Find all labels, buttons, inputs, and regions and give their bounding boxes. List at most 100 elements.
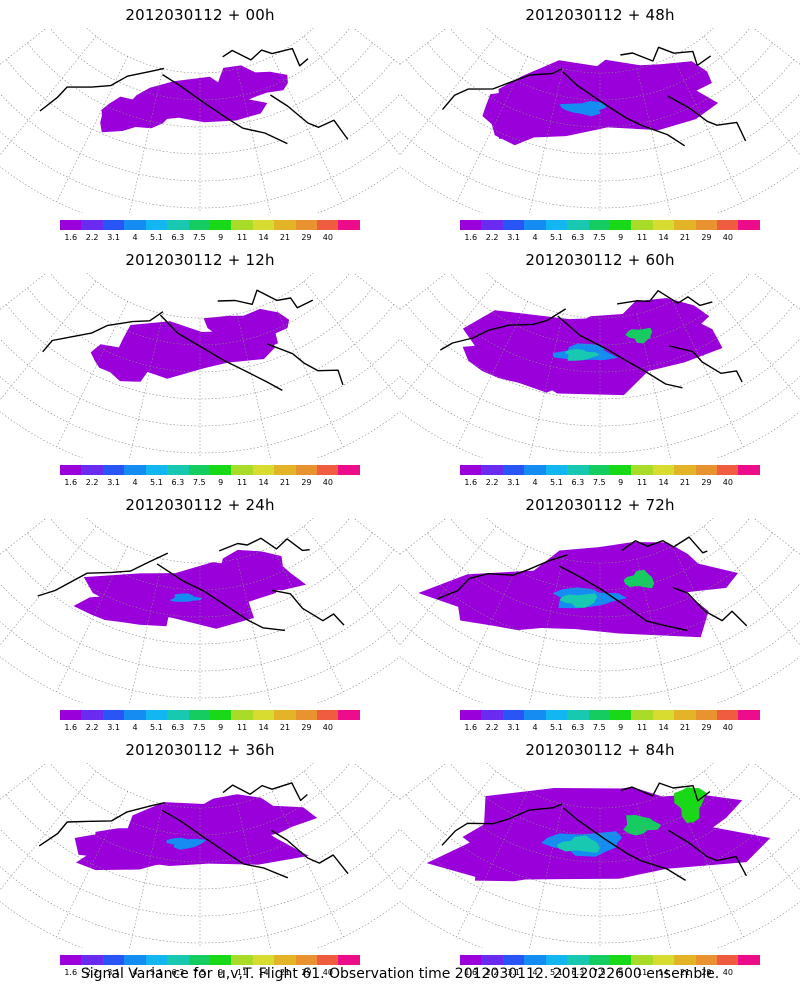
colorbar-swatch (460, 465, 482, 475)
colorbar-swatch (145, 465, 168, 475)
colorbar-label: 5.1 (150, 723, 163, 732)
polar-map (0, 273, 400, 458)
panel-title: 2012030112 + 84h (525, 741, 675, 759)
colorbar-swatch (524, 220, 546, 230)
colorbar-swatch (295, 465, 318, 475)
colorbar-swatch (588, 220, 610, 230)
colorbar-swatch (209, 710, 232, 720)
colorbar-label: 29 (301, 233, 312, 242)
colorbar-swatch (295, 710, 318, 720)
colorbar-label: 6.3 (171, 478, 185, 487)
colorbar-label: 1.6 (64, 233, 78, 242)
colorbar-label: 2.2 (85, 233, 99, 242)
colorbar (460, 220, 760, 230)
colorbar-swatch (567, 220, 589, 230)
colorbar-label: 40 (722, 478, 733, 487)
colorbar-label: 5.1 (150, 968, 163, 977)
polar-map (0, 763, 400, 948)
colorbar-label: 11 (637, 723, 648, 732)
colorbar-swatch (167, 465, 189, 475)
colorbar-label: 29 (301, 723, 312, 732)
colorbar-swatch (695, 710, 718, 720)
colorbar-swatch (502, 465, 525, 475)
graticule (0, 28, 400, 213)
colorbar-swatch (652, 465, 675, 475)
colorbar-swatch (695, 220, 718, 230)
colorbar-swatch (717, 465, 739, 475)
colorbar-swatch (524, 955, 546, 965)
colorbar-label: 5.1 (150, 233, 163, 242)
colorbar-swatch (481, 710, 503, 720)
colorbar-swatch (60, 465, 82, 475)
colorbar-label: 3.1 (107, 478, 120, 487)
coastlines (39, 47, 349, 145)
colorbar-swatch (631, 465, 653, 475)
panel-title: 2012030112 + 48h (525, 6, 675, 24)
graticule (400, 28, 800, 213)
colorbar-label: 14 (658, 723, 669, 732)
colorbar-label: 11 (237, 478, 248, 487)
colorbar-label: 9 (618, 478, 624, 487)
graticule (400, 273, 800, 458)
colorbar-label: 7.5 (592, 233, 606, 242)
colorbar-swatch (502, 955, 525, 965)
colorbar-label: 1.6 (464, 233, 478, 242)
polar-map (400, 28, 800, 213)
colorbar-label: 7.5 (592, 723, 606, 732)
variance-field (482, 59, 719, 146)
colorbar-label: 40 (722, 968, 733, 977)
colorbar-swatch (545, 710, 568, 720)
colorbar-swatch (231, 710, 253, 720)
colorbar-label: 21 (279, 723, 291, 732)
colorbar-label: 3.1 (507, 478, 520, 487)
colorbar-labels: 1.6 2.2 3.1 4 5.1 6.3 7.5 9 11 14 21 29 40 (60, 723, 360, 735)
colorbar-label: 3.1 (507, 723, 520, 732)
colorbar-swatch (145, 220, 168, 230)
colorbar-swatch (717, 710, 739, 720)
colorbar-label: 7.5 (192, 478, 206, 487)
colorbar-swatch (188, 955, 210, 965)
panel-title: 2012030112 + 36h (125, 741, 275, 759)
colorbar-swatch (609, 465, 632, 475)
figure-caption: Signal Variance for u,v,T. Flight 61. Ob… (80, 966, 720, 982)
colorbar-swatch (167, 710, 189, 720)
colorbar (460, 955, 760, 965)
colorbar-label: 9 (218, 968, 224, 977)
colorbar-swatch (317, 220, 339, 230)
colorbar-swatch (188, 465, 210, 475)
panel-title: 2012030112 + 60h (525, 251, 675, 269)
colorbar-swatch (145, 710, 168, 720)
coastlines (440, 290, 743, 389)
colorbar-swatch (81, 465, 103, 475)
colorbar-swatch (524, 710, 546, 720)
colorbar-swatch (231, 465, 253, 475)
colorbar-swatch (609, 220, 632, 230)
colorbar-label: 2.2 (485, 723, 499, 732)
colorbar-label: 11 (637, 233, 648, 242)
colorbar-label: 40 (722, 233, 733, 242)
colorbar-label: 40 (322, 233, 333, 242)
graticule (0, 763, 400, 948)
colorbar-label: 1.6 (64, 478, 78, 487)
colorbar-swatch (545, 465, 568, 475)
colorbar-label: 7.5 (592, 478, 606, 487)
colorbar-swatch (167, 955, 189, 965)
coastlines (436, 536, 748, 632)
colorbar-swatch (188, 220, 210, 230)
colorbar-labels: 1.6 2.2 3.1 4 5.1 6.3 7.5 9 11 14 21 29 40 (460, 233, 760, 245)
colorbar-swatch (481, 955, 503, 965)
colorbar-label: 5.1 (550, 968, 563, 977)
colorbar-label: 6.3 (571, 478, 585, 487)
colorbar-swatch (317, 465, 339, 475)
colorbar-label: 11 (237, 968, 248, 977)
colorbar-label: 4 (532, 968, 538, 977)
panel-title: 2012030112 + 12h (125, 251, 275, 269)
colorbar-label: 14 (258, 723, 269, 732)
colorbar-swatch (274, 465, 296, 475)
map-panel: 2012030112 + 12h 1.6 2.2 3.1 4 5.1 6.3 7.5 9 11 14… (0, 245, 400, 490)
colorbar-label: 1.6 (64, 723, 78, 732)
colorbar (460, 710, 760, 720)
colorbar-swatch (481, 220, 503, 230)
colorbar-label: 11 (637, 968, 648, 977)
colorbar-label: 29 (701, 968, 712, 977)
